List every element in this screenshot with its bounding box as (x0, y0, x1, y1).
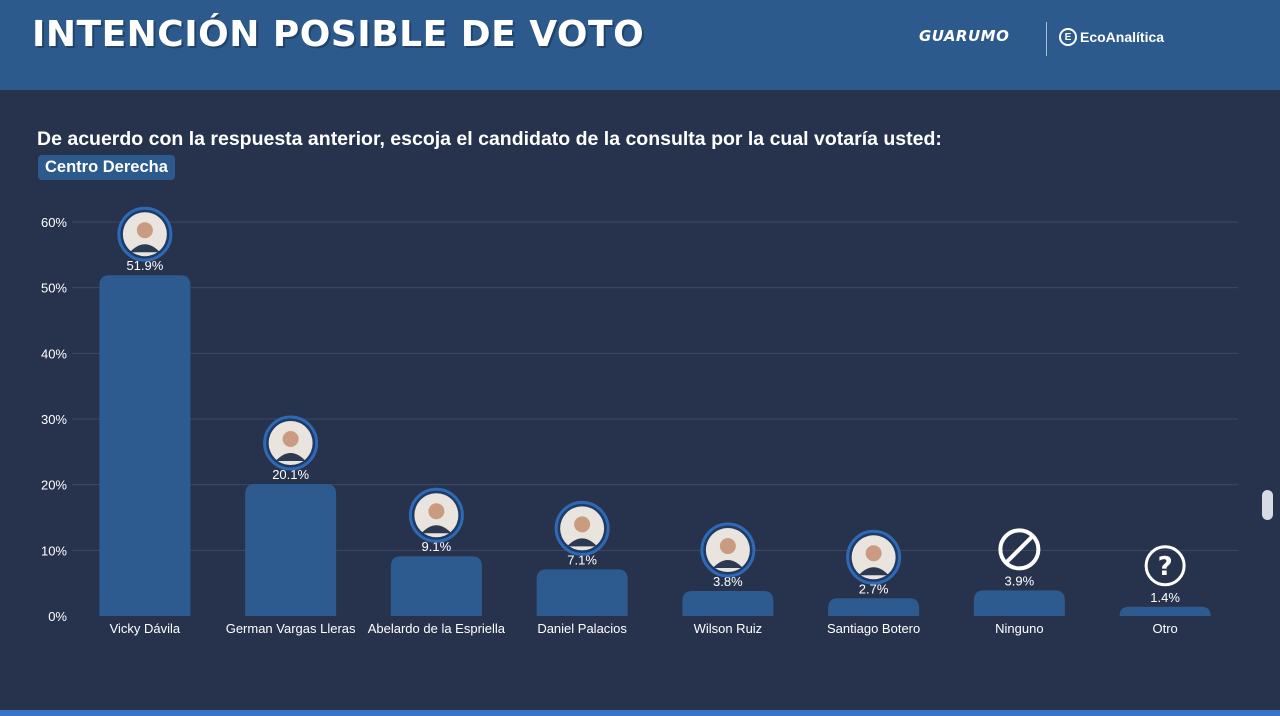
data-label: 9.1% (422, 539, 452, 554)
category-tag: Centro Derecha (38, 155, 175, 180)
y-tick-label: 10% (41, 543, 67, 558)
ecoanalitica-name: EcoAnalítica (1080, 29, 1165, 45)
bar (682, 591, 774, 616)
y-tick-label: 60% (41, 215, 67, 230)
x-tick-label: Vicky Dávila (110, 621, 181, 636)
bar (828, 598, 920, 616)
scrollbar-thumb[interactable] (1262, 490, 1273, 520)
avatar-head (865, 545, 882, 562)
bottom-accent-bar (0, 710, 1280, 716)
bar (99, 275, 191, 616)
avatar-body (712, 560, 743, 569)
avatar-head (282, 431, 299, 448)
x-tick-label: Otro (1152, 621, 1177, 636)
data-label: 3.9% (1005, 573, 1035, 588)
x-tick-label: Wilson Ruiz (694, 621, 763, 636)
no-symbol-icon (998, 528, 1041, 571)
data-label: 3.8% (713, 574, 743, 589)
y-tick-label: 50% (41, 281, 67, 296)
bar (1119, 606, 1211, 616)
x-tick-label: Daniel Palacios (537, 621, 627, 636)
ecoanalitica-icon: E (1059, 28, 1077, 46)
y-tick-label: 0% (48, 609, 67, 624)
y-tick-label: 40% (41, 346, 67, 361)
page-title: INTENCIÓN POSIBLE DE VOTO (32, 14, 645, 55)
bar (536, 569, 628, 616)
avatar-head (136, 222, 153, 239)
bar (973, 590, 1065, 616)
guarumo-logo: GUARUMO (919, 27, 1010, 45)
x-tick-label: Ninguno (995, 621, 1043, 636)
avatar-head (574, 516, 591, 533)
bar (390, 556, 482, 616)
avatar-body (567, 538, 598, 547)
avatar-body (275, 453, 306, 462)
data-label: 51.9% (126, 258, 163, 273)
bar (245, 484, 337, 616)
no-symbol-icon-slash (1004, 534, 1034, 564)
survey-question: De acuerdo con la respuesta anterior, es… (37, 128, 942, 150)
avatar-head (428, 503, 445, 520)
y-tick-label: 20% (41, 478, 67, 493)
x-tick-label: German Vargas Lleras (226, 621, 356, 636)
y-tick-label: 30% (41, 412, 67, 427)
question-mark-glyph: ? (1158, 552, 1173, 582)
x-tick-label: Santiago Botero (827, 621, 920, 636)
question-mark-icon (1144, 545, 1186, 587)
data-label: 20.1% (272, 467, 309, 482)
data-label: 2.7% (859, 581, 889, 596)
avatar-body (421, 525, 452, 534)
data-label: 1.4% (1150, 590, 1180, 605)
avatar-body (858, 567, 889, 576)
data-label: 7.1% (567, 552, 597, 567)
brand-divider (1046, 22, 1047, 56)
x-tick-label: Abelardo de la Espriella (368, 621, 506, 636)
ecoanalitica-logo: E EcoAnalítica (1059, 28, 1164, 46)
avatar-head (719, 538, 736, 555)
avatar-body (129, 244, 160, 253)
